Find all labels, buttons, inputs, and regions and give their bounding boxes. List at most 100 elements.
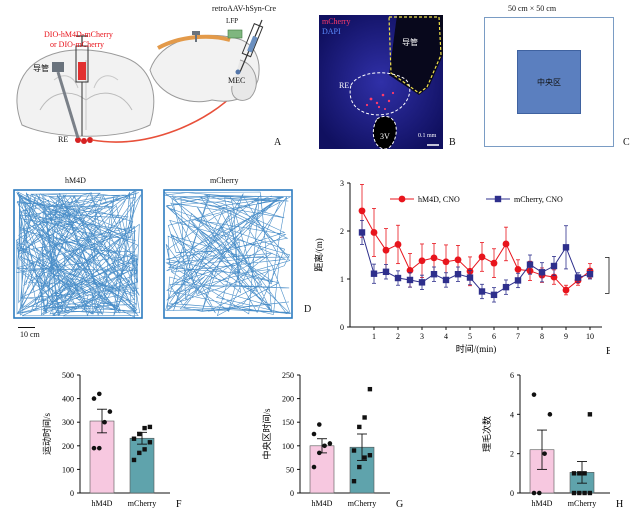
data-point [394, 274, 402, 282]
panel-a: DIO-hM4D-mCherry or DIO-mCherry 导管 RE re… [0, 0, 290, 150]
data-point [562, 286, 570, 294]
y-axis-label: 运动时间/s [41, 413, 52, 456]
data-point [351, 479, 357, 484]
category-label: hM4D [92, 499, 113, 508]
data-point [538, 269, 546, 276]
y-tick-label: 2 [340, 227, 344, 236]
y-tick-label: 200 [282, 395, 294, 404]
y-tick-label: 0 [290, 489, 294, 498]
panel-letter-a: A [274, 137, 282, 148]
data-point [142, 447, 147, 452]
track-scale-label: 10 cm [20, 330, 40, 339]
center-zone: 中央区 [517, 50, 581, 114]
data-point [574, 274, 582, 281]
panel-b-micrograph [319, 15, 443, 149]
data-point [311, 431, 317, 437]
panel-letter-d: D [304, 304, 312, 315]
panel-letter: H [616, 499, 623, 510]
y-axis-label: 中央区时间/s [261, 408, 272, 460]
data-point [582, 490, 587, 496]
data-point [454, 256, 462, 264]
y-tick-label: 150 [282, 418, 294, 427]
y-axis-label: 距离/(m) [313, 238, 324, 272]
chart-e: 0 1 2 3 1 2 3 4 5 6 7 8 9 10 时间/(min) 距离/(m) hM4D, CNO mC… [313, 179, 610, 357]
track-scale-bar [18, 327, 35, 328]
data-point [466, 274, 474, 281]
re-label: RE [58, 135, 69, 144]
significance-bracket [605, 257, 610, 294]
data-point [362, 415, 367, 420]
data-point [406, 276, 414, 284]
data-point [454, 271, 462, 278]
data-point [406, 266, 414, 274]
data-point [357, 464, 362, 470]
size-label: 50 cm × 50 cm [508, 4, 557, 13]
data-point [442, 276, 450, 284]
y-tick-label: 0 [70, 489, 74, 498]
data-point [526, 261, 534, 268]
data-point [317, 422, 322, 427]
y-tick-label: 2 [510, 450, 514, 459]
legend-label: hM4D, CNO [418, 195, 460, 204]
data-point [587, 490, 593, 496]
center-zone-label: 中央区 [537, 77, 561, 87]
y-tick-label: 0 [510, 489, 514, 498]
data-point [91, 445, 97, 451]
mec-label: MEC [228, 76, 246, 85]
panel-b: mCherry DAPI 导管 RE 3V 0.1 mm [319, 15, 443, 149]
data-point [531, 392, 537, 397]
x-tick-label: 10 [586, 332, 594, 341]
data-point [362, 455, 367, 460]
panel-letter-e: E [606, 346, 610, 357]
category-label: mCherry [348, 499, 376, 508]
virus-right-label: retroAAV-hSyn-Cre [212, 4, 276, 13]
panel-letter: F [176, 499, 182, 510]
open-field-arena: 中央区 [484, 17, 614, 147]
category-label: mCherry [568, 499, 596, 508]
track-title-mcherry: mCherry [210, 176, 239, 185]
data-point [514, 277, 522, 284]
data-point [582, 471, 587, 476]
legend-marker [494, 195, 502, 203]
data-point [547, 412, 553, 417]
chart-h: 0 2 4 6 理毛次数 hM4D mCherry H [481, 371, 623, 510]
x-tick-label: 7 [516, 332, 520, 341]
legend-label: mCherry, CNO [514, 195, 563, 204]
data-point [542, 451, 547, 456]
data-point [351, 448, 357, 453]
y-tick-label: 200 [62, 442, 74, 451]
data-point [142, 425, 147, 431]
x-axis-label: 时间/(min) [456, 343, 497, 354]
data-point [587, 412, 593, 417]
data-point [327, 441, 333, 446]
data-point [550, 262, 558, 270]
data-point [531, 490, 537, 496]
data-point [430, 271, 438, 278]
y-tick-label: 100 [62, 465, 74, 474]
y-tick-label: 3 [340, 179, 344, 188]
y-tick-label: 6 [510, 371, 514, 380]
x-tick-label: 2 [396, 332, 400, 341]
panel-a-illustration [16, 19, 264, 144]
b-re-label: RE [339, 81, 350, 90]
data-point [478, 288, 486, 295]
data-point [367, 453, 373, 458]
track-plots [13, 189, 293, 319]
panel-letter-c: C [623, 137, 630, 148]
data-point [137, 450, 142, 456]
virus-label-line2: or DIO-mCherry [50, 40, 104, 49]
data-point [358, 229, 366, 236]
y-tick-label: 1 [340, 275, 344, 284]
data-point [430, 254, 438, 262]
data-point [577, 490, 582, 496]
y-tick-label: 0 [340, 323, 344, 332]
y-tick-label: 400 [62, 395, 74, 404]
panel-letter: G [396, 499, 403, 510]
data-point [131, 457, 137, 463]
y-tick-label: 100 [282, 442, 294, 451]
y-tick-label: 4 [510, 410, 514, 419]
data-point [502, 283, 510, 291]
data-point [311, 464, 317, 470]
data-point [478, 253, 486, 261]
y-tick-label: 300 [62, 418, 74, 427]
